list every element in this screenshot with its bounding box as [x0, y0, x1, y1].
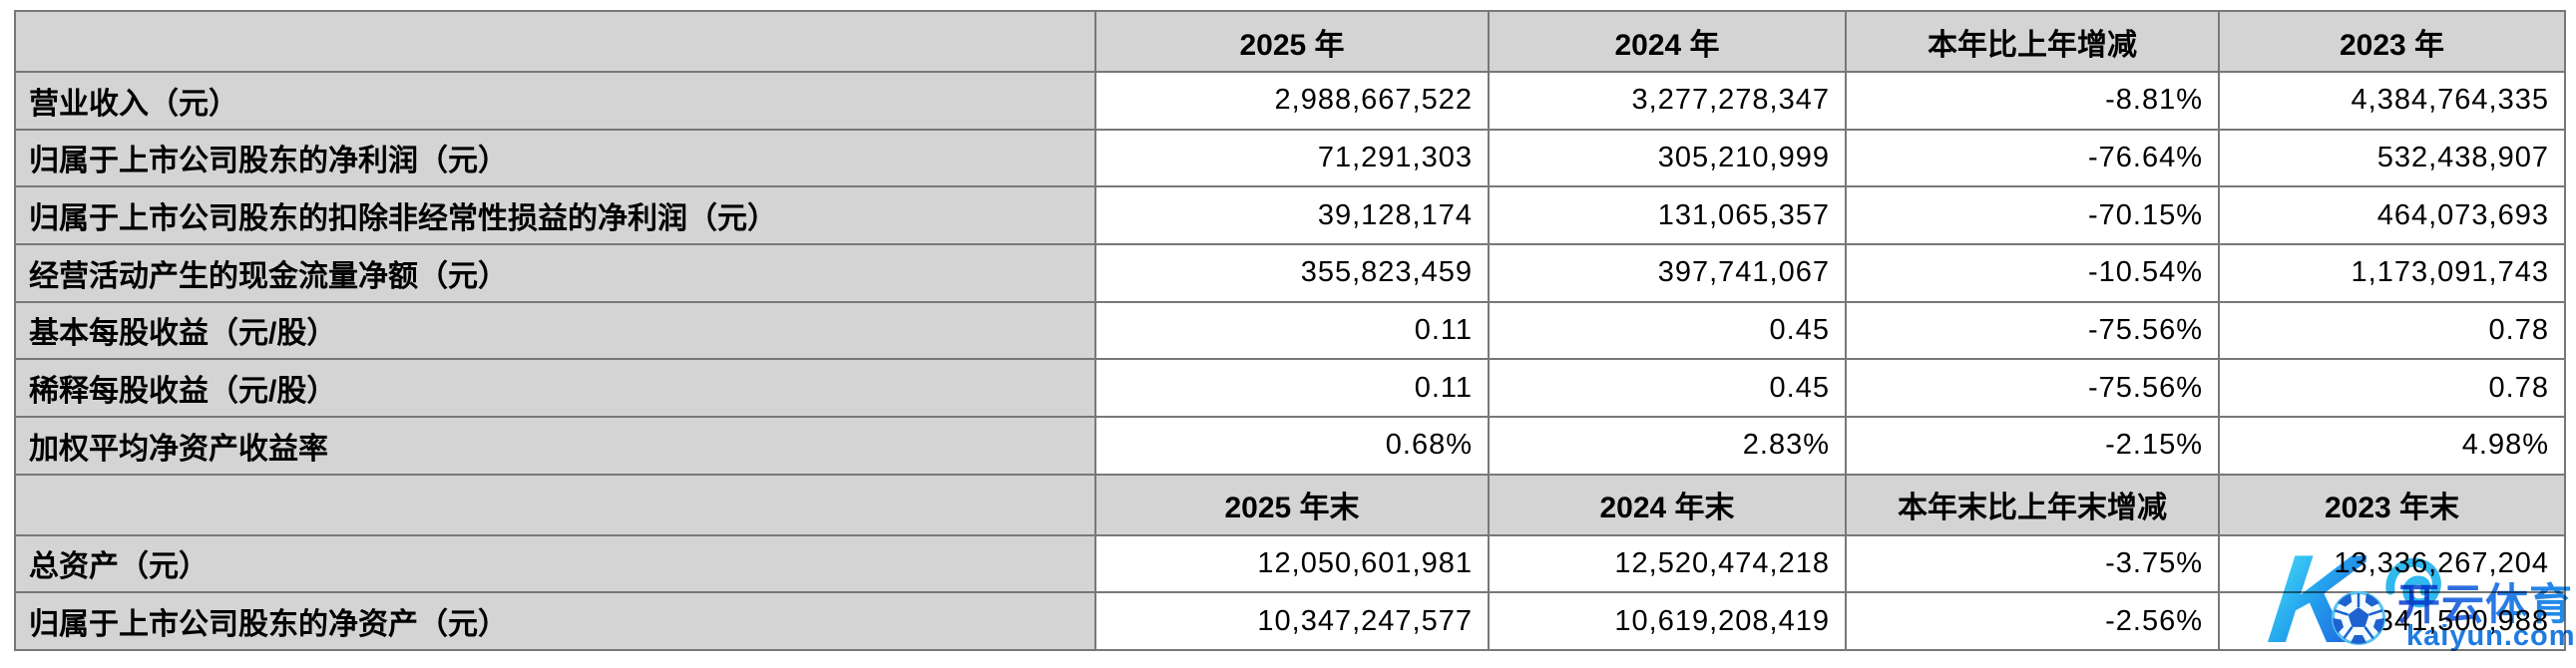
cell-value: 131,065,357	[1488, 185, 1847, 245]
cell-value: -8.81%	[1845, 71, 2220, 131]
column-header: 2023 年	[2218, 10, 2566, 73]
row-label: 经营活动产生的现金流量净额（元）	[14, 242, 1096, 303]
cell-value: -75.56%	[1845, 358, 2220, 418]
cell-value: -2.56%	[1845, 591, 2220, 651]
column-header: 2025 年	[1094, 10, 1490, 73]
row-label: 稀释每股收益（元/股）	[14, 358, 1096, 418]
cell-value: 39,128,174	[1094, 185, 1490, 245]
cell-value: 532,438,907	[2218, 128, 2566, 188]
cell-value: -70.15%	[1845, 185, 2220, 245]
table-row: 基本每股收益（元/股） 0.11 0.45 -75.56% 0.78	[14, 300, 2566, 361]
row-label: 归属于上市公司股东的扣除非经常性损益的净利润（元）	[14, 185, 1096, 245]
row-label: 归属于上市公司股东的净资产（元）	[14, 591, 1096, 651]
cell-value: -76.64%	[1845, 128, 2220, 188]
cell-value: 10,347,247,577	[1094, 591, 1490, 651]
cell-value: 0.11	[1094, 300, 1490, 361]
row-label: 总资产（元）	[14, 533, 1096, 594]
cell-value: 4.98%	[2218, 415, 2566, 476]
cell-value: -2.15%	[1845, 415, 2220, 476]
cell-value: 0.68%	[1094, 415, 1490, 476]
table-row: 稀释每股收益（元/股） 0.11 0.45 -75.56% 0.78	[14, 358, 2566, 418]
cell-value: 0.11	[1094, 358, 1490, 418]
column-header: 本年末比上年末增减	[1845, 473, 2220, 536]
cell-value: -75.56%	[1845, 300, 2220, 361]
cell-value: 0.45	[1488, 358, 1847, 418]
column-header: 2024 年末	[1488, 473, 1847, 536]
cell-value: 0.45	[1488, 300, 1847, 361]
cell-value: -3.75%	[1845, 533, 2220, 594]
table-header-row: 2025 年 2024 年本年比上年增减 2023 年	[14, 10, 2566, 73]
row-label: 基本每股收益（元/股）	[14, 300, 1096, 361]
cell-value: 2,988,667,522	[1094, 71, 1490, 131]
corner-cell	[14, 10, 1096, 73]
corner-cell	[14, 473, 1096, 536]
cell-value: 0.78	[2218, 300, 2566, 361]
cell-value: 305,210,999	[1488, 128, 1847, 188]
table-row: 营业收入（元） 2,988,667,522 3,277,278,347 -8.81% 4…	[14, 71, 2566, 131]
cell-value: 12,520,474,218	[1488, 533, 1847, 594]
cell-value: 71,291,303	[1094, 128, 1490, 188]
cell-value: 13,336,267,204	[2218, 533, 2566, 594]
table-row: 总资产（元） 12,050,601,981 12,520,474,218 -3.75%…	[14, 533, 2566, 594]
row-label: 营业收入（元）	[14, 71, 1096, 131]
column-header: 本年比上年增减	[1845, 10, 2220, 73]
cell-value: 2.83%	[1488, 415, 1847, 476]
cell-value: 12,050,601,981	[1094, 533, 1490, 594]
table-header-row: 2025 年末 2024 年末 本年末比上年末增减 2023 年末	[14, 473, 2566, 536]
row-label: 归属于上市公司股东的净利润（元）	[14, 128, 1096, 188]
table-row: 归属于上市公司股东的净利润（元） 71,291,303 305,210,999 -76…	[14, 128, 2566, 188]
cell-value: 4,384,764,335	[2218, 71, 2566, 131]
cell-value: 1,173,091,743	[2218, 242, 2566, 303]
financial-summary-table: 2025 年 2024 年本年比上年增减 2023 年营业收入（元） 2,988,66…	[14, 10, 2566, 651]
cell-value: -10.54%	[1845, 242, 2220, 303]
cell-value: 355,823,459	[1094, 242, 1490, 303]
row-label: 加权平均净资产收益率	[14, 415, 1096, 476]
cell-value: 10,341,500,988	[2218, 591, 2566, 651]
column-header: 2023 年末	[2218, 473, 2566, 536]
cell-value: 0.78	[2218, 358, 2566, 418]
table-row: 归属于上市公司股东的净资产（元） 10,347,247,577 10,619,208…	[14, 591, 2566, 651]
cell-value: 397,741,067	[1488, 242, 1847, 303]
cell-value: 10,619,208,419	[1488, 591, 1847, 651]
table-row: 加权平均净资产收益率 0.68% 2.83% -2.15% 4.98%	[14, 415, 2566, 476]
table-row: 归属于上市公司股东的扣除非经常性损益的净利润（元） 39,128,174 131,0…	[14, 185, 2566, 245]
column-header: 2025 年末	[1094, 473, 1490, 536]
cell-value: 3,277,278,347	[1488, 71, 1847, 131]
table-row: 经营活动产生的现金流量净额（元） 355,823,459 397,741,067 -1…	[14, 242, 2566, 303]
column-header: 2024 年	[1488, 10, 1847, 73]
cell-value: 464,073,693	[2218, 185, 2566, 245]
